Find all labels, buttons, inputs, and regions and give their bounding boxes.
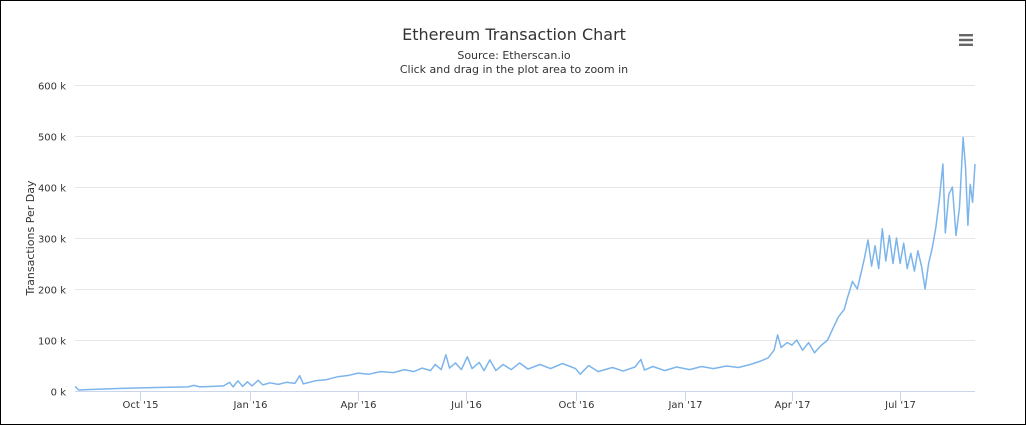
x-tick-label: Jan '16	[232, 400, 267, 411]
y-tick-label: 400 k	[38, 184, 66, 195]
y-axis-title: Transactions Per Day	[24, 180, 37, 296]
hamburger-menu-icon	[959, 34, 973, 46]
x-tick-label: Oct '16	[559, 400, 595, 411]
x-tick-label: Oct '15	[123, 400, 159, 411]
x-tick-label: Jul '17	[884, 400, 916, 411]
x-axis-ticks: Oct '15 Jan '16 Apr '16 Jul '16 Oct '16 Jan '…	[123, 391, 916, 411]
export-menu-button[interactable]	[953, 29, 979, 51]
x-tick-label: Apr '17	[775, 400, 811, 411]
y-tick-label: 300 k	[38, 235, 66, 246]
y-tick-label: 600 k	[38, 82, 66, 93]
zoom-hint: Click and drag in the plot area to zoom …	[399, 63, 629, 76]
x-tick-label: Apr '16	[341, 400, 377, 411]
y-tick-label: 500 k	[38, 133, 66, 144]
x-tick-label: Jul '16	[450, 400, 482, 411]
y-axis-tick-labels: 0 k 100 k 200 k 300 k 400 k 500 k 600 k	[38, 82, 66, 399]
series-line-transactions[interactable]	[74, 136, 976, 391]
y-gridlines	[75, 85, 975, 341]
chart-title: Ethereum Transaction Chart	[402, 25, 626, 44]
y-tick-label: 100 k	[38, 337, 66, 348]
chart-subtitle: Source: Etherscan.io	[457, 49, 571, 62]
y-tick-label: 0 k	[51, 388, 67, 399]
x-tick-label: Jan '17	[667, 400, 702, 411]
y-tick-label: 200 k	[38, 286, 66, 297]
